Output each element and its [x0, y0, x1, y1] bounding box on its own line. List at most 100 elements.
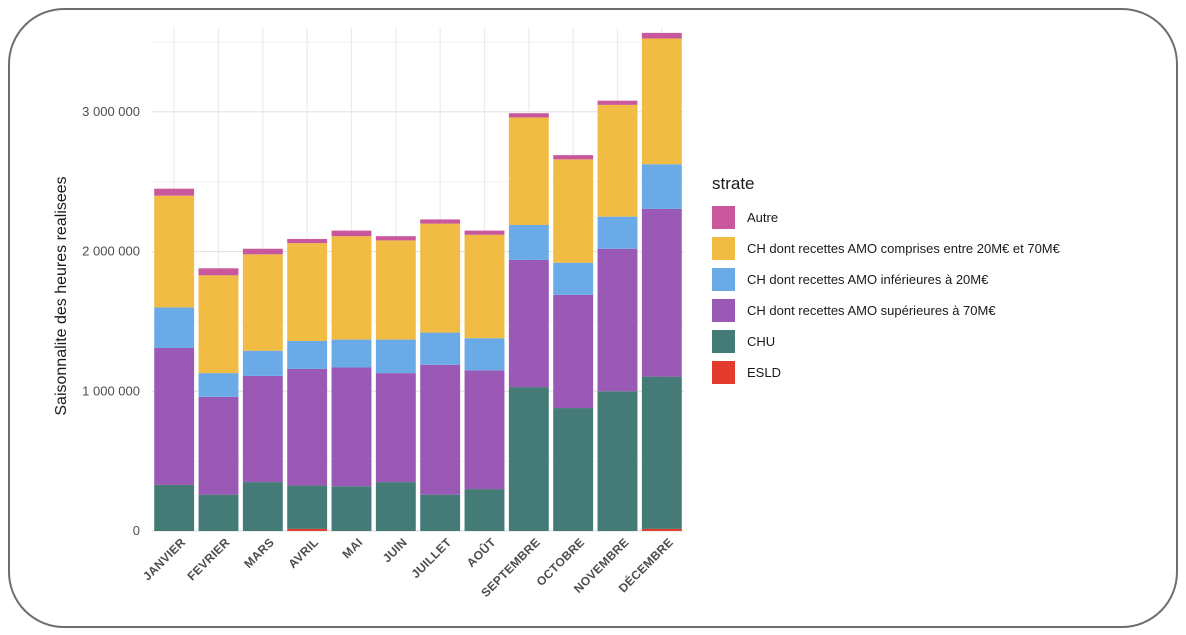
legend-label: CHU — [747, 334, 776, 349]
legend-key — [712, 299, 735, 322]
x-tick-label: FEVRIER — [184, 535, 232, 583]
legend-item: CH dont recettes AMO supérieures à 70M€ — [712, 295, 1060, 326]
bar-segment — [198, 268, 239, 276]
bar-segment — [242, 375, 283, 483]
legend-key — [712, 361, 735, 384]
bar-segment — [242, 350, 283, 376]
bar-segment — [331, 230, 372, 237]
bar-segment — [287, 368, 328, 486]
bar-segment — [420, 364, 461, 495]
legend-key — [712, 237, 735, 260]
legend-label: CH dont recettes AMO comprises entre 20M… — [747, 241, 1060, 256]
legend-items: Autre CH dont recettes AMO comprises entr… — [712, 202, 1060, 388]
bar-segment — [198, 494, 239, 531]
bar-segment — [641, 208, 682, 377]
legend-key — [712, 330, 735, 353]
legend-item: CH dont recettes AMO comprises entre 20M… — [712, 233, 1060, 264]
y-tick-label: 2 000 000 — [82, 244, 140, 259]
bar-segment — [553, 294, 594, 409]
legend-key — [712, 206, 735, 229]
bar-segment — [597, 216, 638, 249]
bar-segment — [154, 307, 195, 348]
bar-segment — [420, 219, 461, 224]
bar-segment — [464, 234, 505, 339]
bar-segment — [464, 338, 505, 371]
bar-segment — [508, 113, 549, 118]
x-tick-label: JANVIER — [140, 535, 188, 583]
bar-segment — [464, 370, 505, 490]
x-tick-label: JUILLET — [408, 535, 454, 581]
bar-segment — [154, 484, 195, 531]
bar-segment — [641, 38, 682, 165]
bar-segment — [242, 248, 283, 255]
bar-segment — [508, 259, 549, 388]
bar-segment — [420, 494, 461, 531]
y-axis-ticks: 0 1 000 000 2 000 000 3 000 000 — [82, 104, 140, 538]
legend: strate Autre CH dont recettes AMO compris… — [712, 174, 1060, 388]
bar-segment — [375, 482, 416, 531]
bar-segment — [420, 223, 461, 333]
x-tick-label: AVRIL — [286, 535, 322, 571]
y-tick-label: 0 — [133, 523, 140, 538]
legend-label: Autre — [747, 210, 779, 225]
bar-segment — [641, 528, 682, 531]
bar-segment — [420, 332, 461, 365]
bar-segment — [154, 188, 195, 196]
bar-segment — [553, 159, 594, 263]
legend-item: CHU — [712, 326, 1060, 357]
bar-segment — [375, 373, 416, 483]
bar-segment — [508, 387, 549, 531]
legend-item: ESLD — [712, 357, 1060, 388]
bar-segment — [198, 396, 239, 495]
bar-segment — [331, 486, 372, 531]
legend-label: ESLD — [747, 365, 781, 380]
x-tick-label: MAI — [340, 535, 366, 561]
x-tick-label: JUIN — [380, 535, 410, 565]
bar-segment — [287, 528, 328, 531]
bar-segment — [242, 482, 283, 531]
bar-segment — [198, 275, 239, 374]
bar-segment — [287, 243, 328, 341]
bar-segment — [287, 340, 328, 369]
bar-segment — [464, 489, 505, 531]
bar-segment — [508, 117, 549, 226]
bar-segment — [597, 100, 638, 105]
y-tick-label: 3 000 000 — [82, 104, 140, 119]
bar-segment — [331, 236, 372, 340]
bar-segment — [154, 347, 195, 485]
legend-key — [712, 268, 735, 291]
bar-segment — [508, 225, 549, 260]
bar-segment — [331, 367, 372, 487]
legend-label: CH dont recettes AMO supérieures à 70M€ — [747, 303, 996, 318]
bar-segment — [464, 230, 505, 235]
bar-segment — [597, 248, 638, 392]
bar-segment — [154, 195, 195, 308]
bar-segment — [553, 155, 594, 160]
bar-segment — [597, 104, 638, 217]
y-axis-label: Saisonnalite des heures realisees — [53, 176, 70, 415]
legend-item: Autre — [712, 202, 1060, 233]
chart-frame — [8, 8, 1178, 628]
x-tick-label: MARS — [241, 535, 277, 571]
bar-segment — [641, 164, 682, 209]
bar-segment — [597, 391, 638, 531]
bar-segment — [198, 373, 239, 397]
bar-segment — [375, 236, 416, 241]
bars — [154, 32, 682, 531]
y-tick-label: 1 000 000 — [82, 383, 140, 398]
legend-item: CH dont recettes AMO inférieures à 20M€ — [712, 264, 1060, 295]
bar-segment — [553, 408, 594, 531]
bar-segment — [287, 238, 328, 244]
legend-title: strate — [712, 174, 755, 193]
bar-segment — [641, 376, 682, 529]
bar-segment — [553, 262, 594, 295]
x-tick-label: AOÛT — [463, 534, 499, 570]
bar-segment — [287, 485, 328, 529]
bar-segment — [331, 339, 372, 368]
bar-segment — [641, 32, 682, 39]
bar-segment — [242, 254, 283, 351]
legend-label: CH dont recettes AMO inférieures à 20M€ — [747, 272, 989, 287]
bar-segment — [375, 339, 416, 374]
